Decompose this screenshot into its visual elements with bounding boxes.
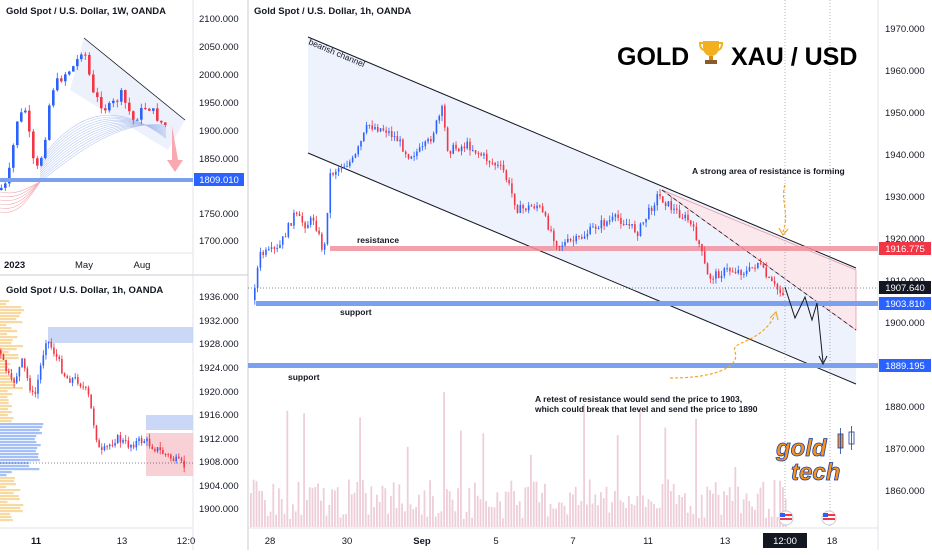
headline-gold: GOLD bbox=[617, 43, 689, 71]
axis-tick-label: 1850.000 bbox=[199, 154, 239, 165]
note-top: A strong area of resistance is forming bbox=[692, 166, 845, 176]
axis-tick-label: 1930.000 bbox=[885, 192, 925, 203]
support-label: support bbox=[340, 307, 372, 317]
volume-bars bbox=[250, 392, 787, 527]
axis-tick-label: 2100.000 bbox=[199, 14, 239, 25]
axis-tick-label: 1960.000 bbox=[885, 66, 925, 77]
axis-tick-label: 1900.000 bbox=[885, 318, 925, 329]
axis-tick-label: 1920.000 bbox=[199, 387, 239, 398]
axis-tick-label: 1928.000 bbox=[199, 339, 239, 350]
note-bottom-2: which could break that level and send th… bbox=[534, 404, 758, 414]
tag-last: 1907.640 bbox=[885, 283, 925, 294]
axis-tick-label: 1932.000 bbox=[199, 316, 239, 327]
axis-tick-label: 2050.000 bbox=[199, 42, 239, 53]
axis-tick-label: 1936.000 bbox=[199, 292, 239, 303]
axis-tick-label: 12:00 bbox=[773, 536, 797, 547]
weekly-support-tag: 1809.010 bbox=[199, 175, 239, 186]
projection-arrow-icon bbox=[818, 355, 828, 366]
weekly-title: Gold Spot / U.S. Dollar, 1W, OANDA bbox=[6, 6, 166, 17]
axis-tick-label: 18 bbox=[827, 536, 838, 547]
trophy-icon bbox=[698, 41, 724, 64]
axis-tick-label: 1880.000 bbox=[885, 402, 925, 413]
axis-tick-label: 1950.000 bbox=[199, 98, 239, 109]
axis-tick-label: 7 bbox=[570, 536, 575, 547]
axis-tick-label: 1916.000 bbox=[199, 410, 239, 421]
axis-tick-label: 1700.000 bbox=[199, 236, 239, 247]
main-x-axis: 28 30 Sep 5 7 11 13 12:00 18 bbox=[265, 533, 838, 548]
volume-profile bbox=[0, 300, 44, 522]
axis-tick-label: 13 bbox=[720, 536, 731, 547]
main-chart-panel[interactable]: Gold Spot / U.S. Dollar, 1h, OANDA GOLD … bbox=[248, 0, 931, 548]
axis-tick-label: 1904.000 bbox=[199, 481, 239, 492]
note-bottom-1: A retest of resistance would send the pr… bbox=[535, 394, 742, 404]
weekly-panel[interactable]: Gold Spot / U.S. Dollar, 1W, OANDA 2100.… bbox=[0, 6, 244, 271]
weekly-x-may: May bbox=[75, 260, 93, 271]
tag-support2: 1889.195 bbox=[885, 361, 925, 372]
resistance-level[interactable] bbox=[330, 246, 878, 251]
axis-tick-label: 1900.000 bbox=[199, 504, 239, 515]
axis-tick-label: 1950.000 bbox=[885, 108, 925, 119]
axis-tick-label: Sep bbox=[413, 536, 431, 547]
axis-tick-label: 11 bbox=[643, 536, 653, 547]
hourly-title: Gold Spot / U.S. Dollar, 1h, OANDA bbox=[6, 285, 163, 296]
goldtech-logo: gold tech bbox=[775, 426, 855, 486]
main-candles bbox=[254, 103, 784, 305]
axis-tick-label: 1870.000 bbox=[885, 444, 925, 455]
axis-tick-label: 30 bbox=[342, 536, 353, 547]
weekly-x-year: 2023 bbox=[4, 260, 25, 271]
axis-tick-label: 1940.000 bbox=[885, 150, 925, 161]
hourly-x-12: 12:0 bbox=[177, 536, 196, 547]
weekly-y-axis: 2100.000 2050.000 2000.000 1950.000 1900.000… bbox=[199, 14, 239, 247]
us-flag-icon bbox=[778, 510, 794, 526]
axis-tick-label: 1920.000 bbox=[885, 234, 925, 245]
axis-tick-label: 1908.000 bbox=[199, 457, 239, 468]
weekly-x-aug: Aug bbox=[134, 260, 151, 271]
axis-tick-label: 1970.000 bbox=[885, 24, 925, 35]
support2-label: support bbox=[288, 372, 320, 382]
svg-text:gold: gold bbox=[775, 435, 828, 462]
tag-support: 1903.810 bbox=[885, 299, 925, 310]
ma-ribbon bbox=[0, 115, 167, 213]
hourly-candles bbox=[0, 338, 185, 473]
axis-tick-label: 1750.000 bbox=[199, 209, 239, 220]
axis-tick-label: 28 bbox=[265, 536, 276, 547]
axis-tick-label: 1912.000 bbox=[199, 434, 239, 445]
us-flag-icon bbox=[821, 510, 837, 526]
axis-tick-label: 1860.000 bbox=[885, 486, 925, 497]
headline-xauusd: XAU / USD bbox=[731, 43, 857, 71]
support-level[interactable] bbox=[256, 301, 878, 306]
svg-text:tech: tech bbox=[791, 459, 840, 486]
hourly-small-panel[interactable]: Gold Spot / U.S. Dollar, 1h, OANDA 1936.… bbox=[0, 285, 239, 547]
axis-tick-label: 2000.000 bbox=[199, 70, 239, 81]
down-arrow-icon bbox=[167, 126, 183, 172]
tag-resistance: 1916.775 bbox=[885, 244, 925, 255]
axis-tick-label: 5 bbox=[493, 536, 498, 547]
resistance-label: resistance bbox=[357, 235, 399, 245]
axis-tick-label: 1900.000 bbox=[199, 126, 239, 137]
support-level-2[interactable] bbox=[248, 363, 878, 368]
hourly-x-11: 11 bbox=[31, 536, 42, 547]
hourly-y-axis: 1936.000 1932.000 1928.000 1924.000 1920.000… bbox=[199, 292, 239, 515]
hourly-x-13: 13 bbox=[117, 536, 128, 547]
weekly-candles bbox=[0, 51, 167, 191]
main-title: Gold Spot / U.S. Dollar, 1h, OANDA bbox=[254, 6, 411, 17]
axis-tick-label: 1924.000 bbox=[199, 363, 239, 374]
